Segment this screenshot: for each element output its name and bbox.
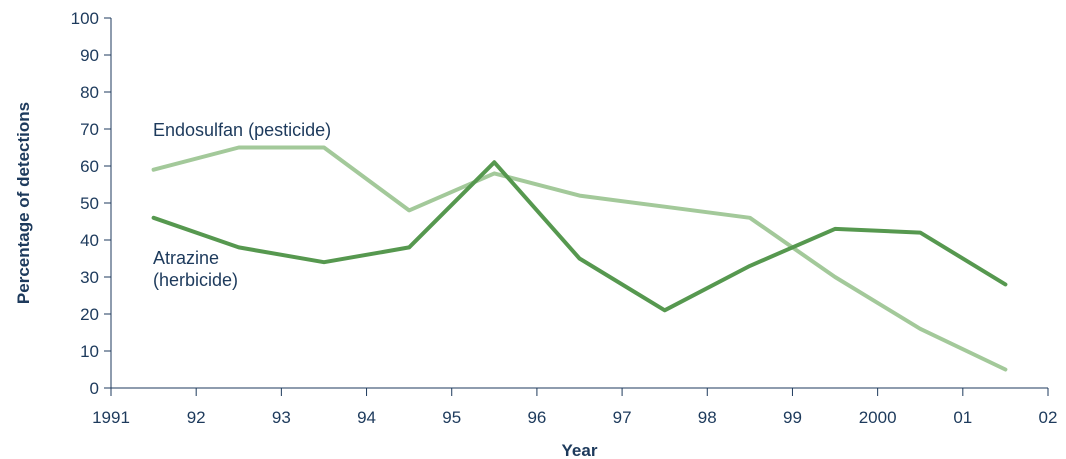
axes bbox=[110, 18, 1048, 396]
y-tick-label: 0 bbox=[90, 379, 99, 398]
x-tick-label: 1991 bbox=[92, 408, 130, 427]
y-tick-label: 100 bbox=[71, 9, 99, 28]
series-label-line: (herbicide) bbox=[153, 270, 238, 290]
x-tick-label: 99 bbox=[783, 408, 802, 427]
x-axis-ticks: 1991 92 93 94 95 96 97 98 99 2000 01 02 bbox=[92, 388, 1057, 427]
y-tick-label: 10 bbox=[80, 342, 99, 361]
y-tick-label: 40 bbox=[80, 231, 99, 250]
x-tick-label: 92 bbox=[187, 408, 206, 427]
y-tick-label: 50 bbox=[80, 194, 99, 213]
series-label-atrazine: Atrazine (herbicide) bbox=[153, 248, 238, 290]
x-tick-label: 96 bbox=[527, 408, 546, 427]
y-axis-title: Percentage of detections bbox=[14, 102, 33, 304]
series-label-line: Atrazine bbox=[153, 248, 219, 268]
y-axis-ticks: 0 10 20 30 40 50 60 70 80 90 100 bbox=[71, 9, 111, 398]
series-labels: Endosulfan (pesticide) Atrazine (herbicide… bbox=[153, 120, 331, 290]
series-label-line: Endosulfan (pesticide) bbox=[153, 120, 331, 140]
x-tick-label: 01 bbox=[953, 408, 972, 427]
x-tick-label: 2000 bbox=[859, 408, 897, 427]
y-tick-label: 20 bbox=[80, 305, 99, 324]
x-tick-label: 95 bbox=[442, 408, 461, 427]
series-line-endosulfan bbox=[151, 145, 1008, 372]
x-tick-label: 98 bbox=[698, 408, 717, 427]
x-tick-label: 97 bbox=[613, 408, 632, 427]
x-tick-label: 02 bbox=[1039, 408, 1058, 427]
y-tick-label: 80 bbox=[80, 83, 99, 102]
x-tick-label: 93 bbox=[272, 408, 291, 427]
y-tick-label: 90 bbox=[80, 46, 99, 65]
x-tick-label: 94 bbox=[357, 408, 376, 427]
series-line-atrazine bbox=[151, 160, 1008, 313]
y-tick-label: 60 bbox=[80, 157, 99, 176]
series-label-endosulfan: Endosulfan (pesticide) bbox=[153, 120, 331, 140]
y-tick-label: 30 bbox=[80, 268, 99, 287]
y-tick-label: 70 bbox=[80, 120, 99, 139]
series-lines bbox=[151, 145, 1008, 372]
x-axis-title: Year bbox=[562, 441, 598, 459]
